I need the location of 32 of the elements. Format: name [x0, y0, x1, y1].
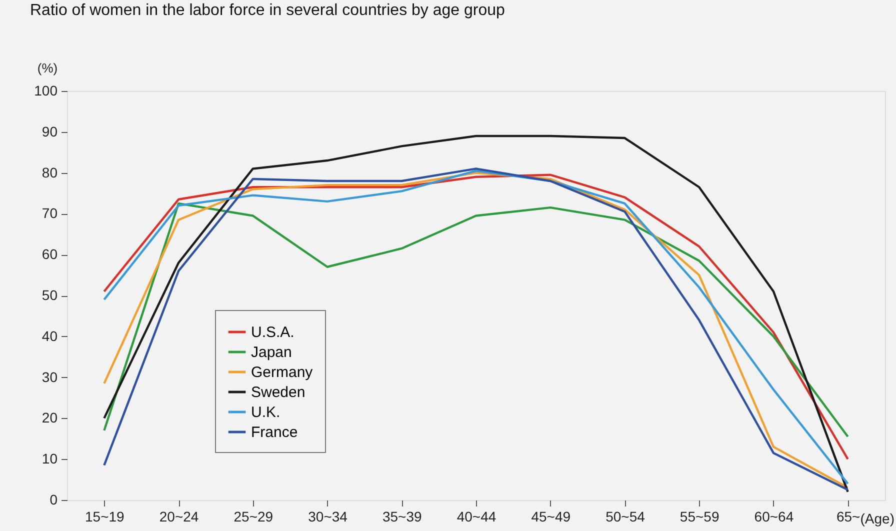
- y-tick-label: 20: [42, 410, 58, 426]
- y-tick-label: 90: [42, 123, 58, 140]
- chart-title: Ratio of women in the labor force in several countries by age group: [30, 2, 506, 19]
- y-tick-label: 80: [42, 164, 58, 180]
- x-tick-label: 45~49: [531, 508, 571, 524]
- x-tick-label: 60~64: [754, 508, 794, 524]
- x-tick-label: 25~29: [234, 508, 274, 524]
- x-axis-title: (Age): [860, 510, 894, 526]
- legend-label: Sweden: [251, 384, 306, 401]
- x-tick-label: 35~39: [382, 508, 422, 524]
- y-tick-label: 30: [42, 368, 58, 385]
- y-tick-label: 0: [50, 492, 58, 508]
- y-tick-label: 50: [42, 287, 58, 303]
- y-tick-label: 100: [34, 82, 58, 98]
- x-tick-label: 50~54: [606, 508, 646, 524]
- line-series: [103, 202, 849, 438]
- x-tick-label: 40~44: [456, 508, 496, 524]
- x-tick-label: 30~34: [308, 508, 348, 524]
- legend-label: France: [251, 424, 298, 441]
- y-tick-label: 10: [42, 450, 58, 467]
- legend-label: Germany: [251, 364, 314, 381]
- x-tick-label: 20~24: [159, 508, 199, 524]
- legend-label: U.S.A.: [251, 324, 294, 341]
- x-tick-label: 15~19: [85, 508, 125, 524]
- y-tick-label: 60: [42, 246, 58, 262]
- y-tick-label: 40: [42, 328, 58, 344]
- x-tick-label: 55~59: [680, 508, 720, 524]
- y-tick-label: 70: [42, 205, 58, 222]
- y-axis-title: (%): [37, 60, 58, 76]
- legend-label: Japan: [251, 344, 292, 361]
- x-tick-label: 65~: [836, 508, 860, 524]
- legend-label: U.K.: [251, 404, 280, 421]
